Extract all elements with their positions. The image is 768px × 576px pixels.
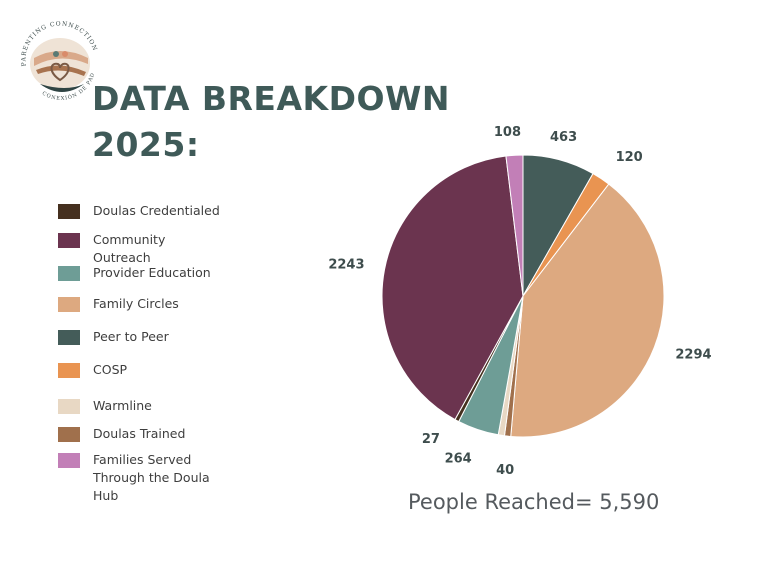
legend-item: COSP (58, 361, 223, 379)
legend-item: Family Circles (58, 295, 223, 313)
legend-swatch (58, 363, 80, 378)
legend-swatch (58, 233, 80, 248)
data-label: 2243 (328, 257, 364, 272)
pie-slices (381, 154, 665, 438)
pie-slice (381, 155, 524, 421)
legend-item: Doulas Trained (58, 425, 223, 443)
legend-item: Doulas Credentialed (58, 202, 223, 220)
legend-swatch (58, 204, 80, 219)
people-reached-total: People Reached= 5,590 (408, 490, 660, 514)
page-title: DATA BREAKDOWN 2025: (92, 76, 450, 168)
legend-swatch (58, 266, 80, 281)
parenting-connection-logo: PARENTING CONNECTION CONEXIÓN DE PADRES (10, 10, 104, 106)
pie-slice (510, 183, 665, 438)
data-label: 264 (445, 451, 472, 466)
pie-slice (505, 154, 524, 297)
legend-swatch (58, 297, 80, 312)
legend-label: Doulas Trained (93, 426, 186, 441)
legend-item: Families Served Through the Doula Hub (58, 451, 223, 505)
legend-swatch (58, 330, 80, 345)
legend-label: Doulas Credentialed (93, 203, 220, 218)
data-label: 27 (422, 432, 440, 447)
legend-label: Community Outreach (93, 232, 166, 265)
data-label: 2294 (675, 348, 711, 363)
data-label: 108 (494, 125, 521, 140)
legend-label: Warmline (93, 398, 152, 413)
legend-item: Peer to Peer (58, 328, 223, 346)
legend-label: Peer to Peer (93, 329, 169, 344)
legend-label: Family Circles (93, 296, 179, 311)
data-label: 40 (496, 463, 514, 478)
legend-swatch (58, 427, 80, 442)
data-label: 120 (616, 150, 643, 165)
legend-item: Provider Education (58, 264, 223, 282)
legend-label: Families Served Through the Doula Hub (93, 452, 210, 503)
chart-legend: Doulas Credentialed Community Outreach P… (58, 200, 258, 510)
legend-label: Provider Education (93, 265, 211, 280)
title-line-1: DATA BREAKDOWN (92, 79, 451, 118)
legend-item: Community Outreach (58, 231, 223, 267)
legend-label: COSP (93, 362, 128, 377)
legend-item: Warmline (58, 397, 223, 415)
legend-swatch (58, 453, 80, 468)
data-label: 463 (550, 130, 577, 145)
logo-graphic: PARENTING CONNECTION CONEXIÓN DE PADRES (10, 10, 98, 102)
title-line-2: 2025: (92, 125, 200, 164)
pie-data-labels: 463 120 2294 40 264 27 2243 108 (328, 125, 711, 478)
legend-swatch (58, 399, 80, 414)
